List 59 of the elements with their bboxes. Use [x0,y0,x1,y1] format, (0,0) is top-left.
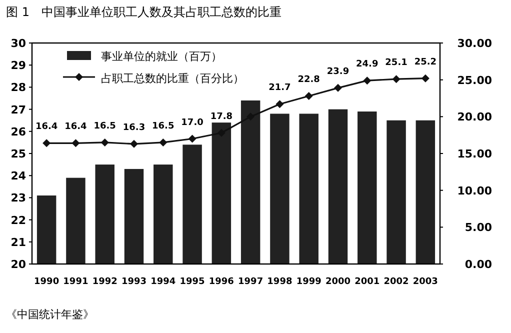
data-label: 22.8 [298,75,320,86]
point [42,139,51,148]
y-tick-label: 30 [10,37,26,50]
y-tick-label: 22 [10,214,26,227]
data-label: 17.8 [210,112,233,122]
point [304,92,313,100]
point [188,134,196,143]
point [392,75,400,84]
point [421,74,430,82]
data-label: 25.1 [385,58,408,68]
y2-tick-label: 5.00 [464,221,492,234]
y-tick-label: 21 [10,236,26,249]
x-tick-label: 1991 [63,277,88,287]
x-tick-label: 1996 [208,277,234,287]
y-tick-label: 23 [10,192,26,205]
point [130,140,138,148]
y2-tick-label: 10.00 [457,184,492,198]
annotation: 《中国统计年鉴》 [6,308,94,321]
point [100,138,109,146]
x-tick-label: 1993 [121,277,147,287]
y2-tick-label: 15.00 [457,148,492,160]
x-tick-label: 1999 [296,277,322,287]
y2-tick-label: 25.00 [457,74,492,87]
data-label: 16.5 [152,121,174,132]
point [72,139,80,148]
y-tick-label: 29 [10,59,26,72]
y-tick-label: 28 [10,81,26,94]
data-label: 25.2 [414,57,437,68]
y-tick-label: 20 [10,258,26,271]
data-label: 16.4 [64,122,87,132]
y-tick-label: 26 [10,125,26,138]
data-label: 16.4 [35,122,58,132]
x-tick-label: 2000 [325,277,351,287]
point [363,76,372,85]
x-tick-label: 1998 [267,277,292,287]
x-tick-label: 2003 [412,277,438,287]
x-tick-label: 1994 [150,277,176,287]
point [276,100,284,108]
data-label: 21.7 [268,83,291,94]
y-tick-label: 25 [10,148,26,160]
x-tick-label: 1992 [92,277,118,287]
y-tick-label: 27 [10,103,26,116]
title: 图 1 中国事业单位职工人数及其占职工总数的比重 [6,5,282,19]
x-tick-label: 2001 [354,277,380,287]
y2-tick-label: 0.00 [464,258,492,271]
y2-tick-label: 30.00 [457,37,492,50]
y-tick-label: 24 [10,170,26,183]
data-label: 24.9 [356,60,378,70]
x-tick-label: 1995 [180,277,205,287]
x-tick-label: 1997 [238,277,264,287]
data-label: 23.9 [326,66,350,77]
x-tick-label: 1990 [34,277,60,287]
point [334,84,342,92]
data-label: 17.0 [181,118,204,128]
data-label: 16.3 [122,122,146,133]
point [159,138,168,146]
data-label: 16.5 [94,121,116,132]
x-tick-label: 2002 [384,277,409,287]
y2-tick-label: 20.00 [457,110,492,124]
